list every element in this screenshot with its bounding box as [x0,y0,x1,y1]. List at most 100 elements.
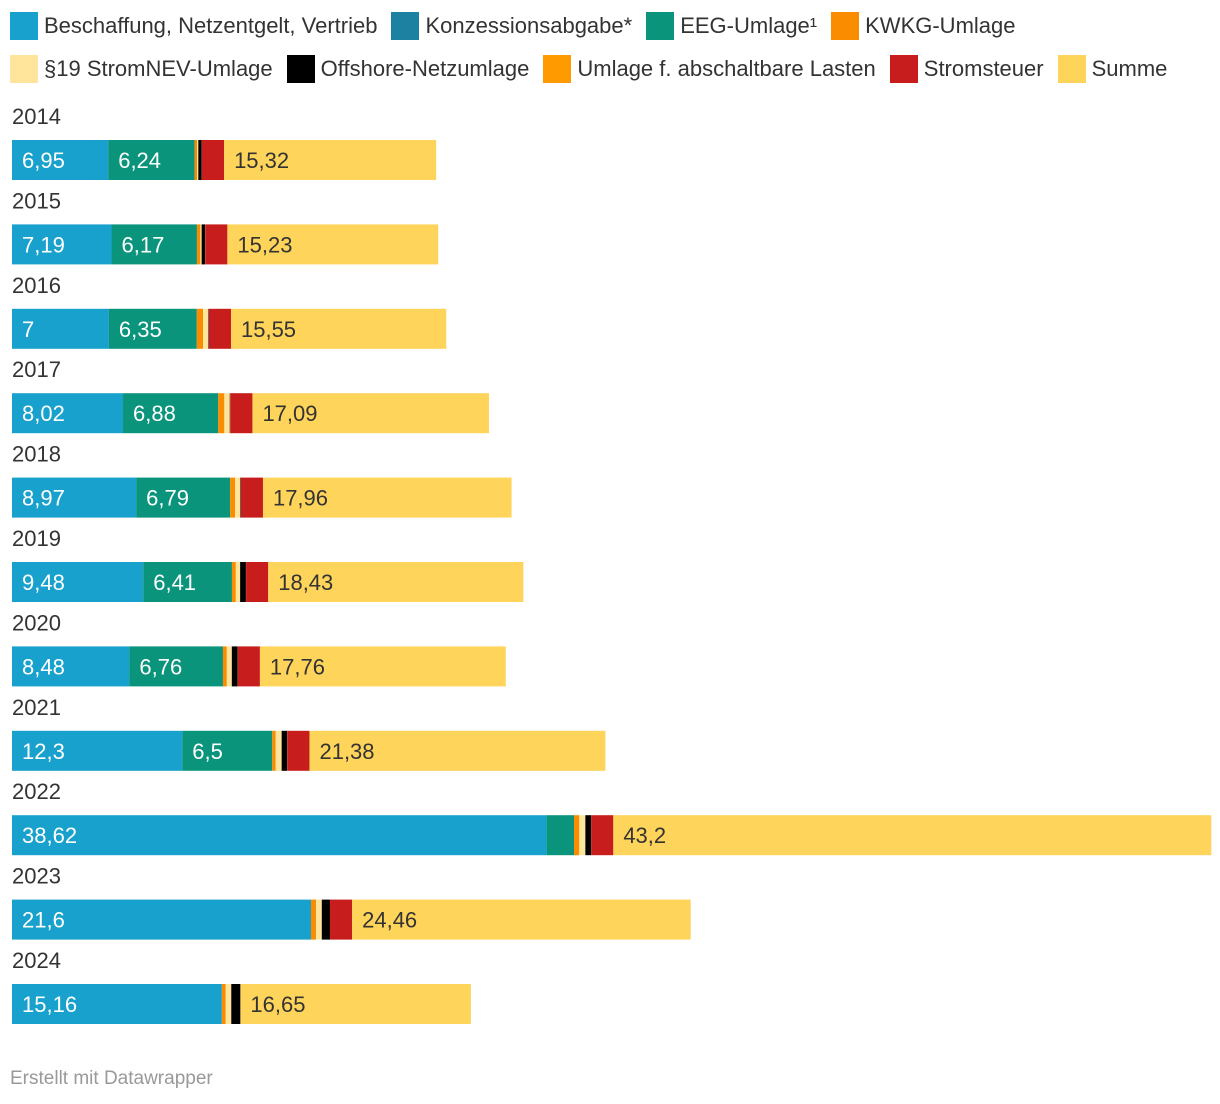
bar-segment [12,308,109,349]
bar-segment [585,815,592,856]
legend-item: Beschaffung, Netzentgelt, Vertrieb [10,8,377,44]
bar-segment [198,140,202,180]
bar-segment [240,477,241,518]
legend-item: Konzessionsabgabe* [391,8,632,44]
bar-segment [12,730,183,771]
category-label: 2022 [12,779,61,804]
data-label: 17,96 [273,486,328,511]
bar-segment [108,308,197,349]
bar-segment [230,308,447,349]
data-label: 8,48 [22,654,65,679]
bar-segment [201,140,225,180]
bar-segment [129,646,223,687]
category-label: 2023 [12,864,61,889]
legend-swatch [391,12,420,40]
data-label: 7,19 [22,232,65,257]
bar-segment [281,730,288,771]
bar-segment [225,984,232,1024]
category-label: 2014 [12,104,61,129]
bar-segment [268,562,524,602]
legend-item: KWKG-Umlage [831,8,1015,44]
bar-segment [287,730,310,771]
bar-segment [182,730,273,771]
bar-segment [12,646,130,687]
data-label: 6,24 [118,148,161,173]
bar-segment [352,899,691,940]
bar-segment [12,984,222,1024]
bar-segment [218,393,225,434]
legend-label: KWKG-Umlage [865,13,1016,38]
data-label: 7 [22,317,34,342]
legend-label: EEG-Umlage¹ [680,13,818,38]
bar-segment [197,140,199,180]
bar-segment [579,815,586,856]
bar-segment [591,815,614,856]
data-label: 18,43 [278,570,333,595]
category-label: 2020 [12,610,61,635]
legend-label: Summe [1091,56,1168,81]
bar-segment [230,477,236,518]
data-label: 43,2 [623,823,666,848]
bar-segment [272,730,276,771]
bar-segment [12,477,137,518]
legend-swatch [889,55,918,83]
data-label: 6,88 [133,401,176,426]
bar-segment [12,562,144,602]
bar-segment [309,730,606,771]
bar-segment [200,224,202,265]
bar-segment [237,646,260,687]
legend-item: Umlage f. abschaltbare Lasten [543,51,876,87]
bar-segment [136,477,231,518]
bar-segment [252,393,490,434]
bar-segment [12,815,547,856]
bar-segment [224,140,437,180]
bar-segment [235,562,241,602]
data-label: 38,62 [22,823,77,848]
legend-swatch [10,12,38,40]
bar-segment [12,140,109,180]
legend-label: §19 StromNEV-Umlage [44,56,273,81]
data-label: 17,09 [262,401,317,426]
category-label: 2015 [12,188,61,213]
legend: Beschaffung, Netzentgelt, Vertrieb Konzes… [10,8,1210,94]
data-label: 16,65 [250,992,305,1017]
data-label: 15,23 [237,232,292,257]
bar-segment [262,477,512,518]
category-label: 2017 [12,357,61,382]
bar-segment [226,646,232,687]
bar-segment [222,646,227,687]
bar-segment [240,984,471,1024]
bar-segment [231,646,238,687]
legend-item: Stromsteuer [889,51,1044,87]
legend-label: Offshore-Netzumlage [320,56,530,81]
credit-line: Erstellt mit Datawrapper [10,1068,213,1089]
bar-segment [205,224,228,265]
bar-segment [613,815,1212,856]
bar-segment [208,308,209,349]
data-label: 6,41 [153,570,196,595]
bar-segment [231,562,236,602]
category-label: 2019 [12,526,61,551]
bar-segment [227,224,439,265]
legend-label: Umlage f. abschaltbare Lasten [577,56,876,81]
bar-segment [546,815,575,856]
bar-segment [574,815,580,856]
bar-segment [12,899,311,940]
data-label: 21,38 [319,739,374,764]
bar-segment [111,224,197,265]
category-label: 2016 [12,273,61,298]
bar-segment [201,224,206,265]
legend-swatch [543,55,572,83]
legend-item: Offshore-Netzumlage [286,51,530,87]
legend-swatch [831,12,860,40]
legend-swatch [286,55,315,83]
bar-segment [196,224,201,265]
legend-item: §19 StromNEV-Umlage [10,51,273,87]
bar-segment [196,308,204,349]
bar-segment [224,393,230,434]
legend-label: Stromsteuer [923,56,1044,81]
bar-segment [230,393,253,434]
data-label: 12,3 [22,739,65,764]
legend-swatch [646,12,675,40]
